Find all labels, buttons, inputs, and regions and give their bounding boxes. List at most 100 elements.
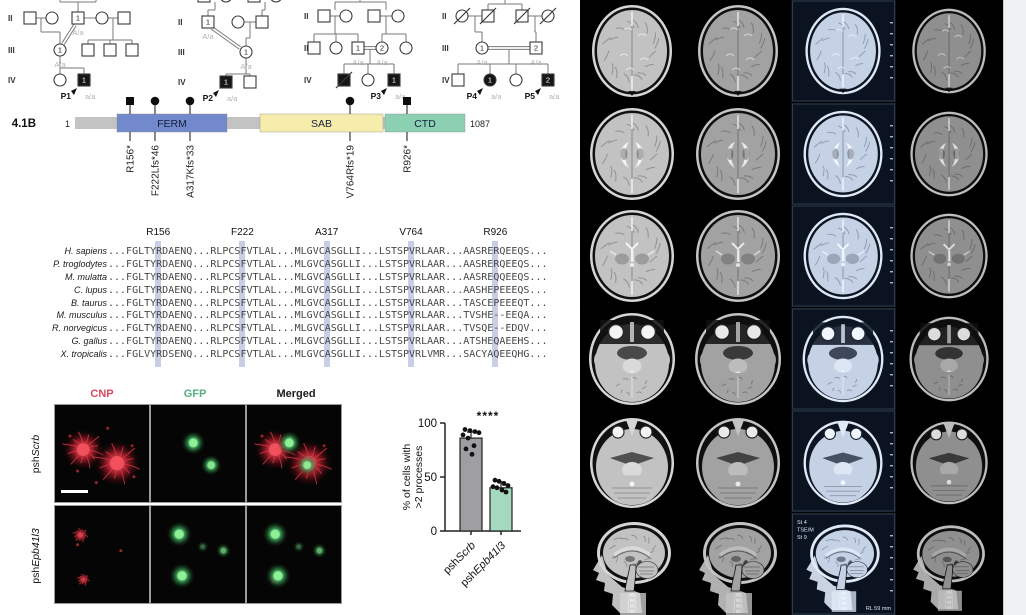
generation-label: IV [304,76,312,85]
gfp-soma [196,540,209,553]
alignment-row: C. lupus...FGLTYRDAENQ...RLPCSFVTLAL...M… [52,283,554,296]
pedigree-individual [247,0,261,3]
gfp-soma [169,563,195,589]
svg-text:1: 1 [82,76,86,85]
domain-SAB [259,113,384,133]
generation-label: IV [8,76,16,85]
pedigree-individual [361,73,375,87]
svg-text:A/a: A/a [476,58,488,67]
gfp-soma [296,454,318,476]
micrograph-pshScrb-CNP [54,404,150,503]
data-point [465,435,471,441]
mri-image-axial-basal-ganglia-patient-2 [685,205,791,312]
proband-arrow-icon [535,88,541,95]
mri-image-sagittal-midline-patient-1 [580,513,685,615]
pedigree-individual: 2 P5 a/a [525,73,560,101]
svg-text:a/a: a/a [85,92,96,101]
svg-text:A/a: A/a [376,58,388,67]
pedigree-individual [509,73,523,87]
pedigree-individual: 2 A/a [375,41,389,67]
domain-label: SAB [311,118,332,130]
generation-label: III [178,48,185,57]
svg-text:a/a: a/a [491,92,502,101]
residue-position-label: R156 [146,227,171,238]
pedigree-individual [103,43,117,57]
svg-text:1: 1 [392,76,396,85]
pedigree-individual: 1 A/a [201,15,215,41]
conserved-residue-stripe [492,241,499,367]
proband-arrow-icon [213,90,219,97]
pedigree-individual [513,7,531,25]
mri-image-axial-basal-ganglia-patient-4 [896,205,1002,312]
proband-arrow-icon [381,88,387,95]
channel-label-Merged: Merged [276,388,316,400]
svg-text:A/a: A/a [54,60,66,69]
generation-label: II [178,18,182,27]
pedigree-individual: 1 A/a [351,41,365,67]
bar-pshEpb41l3 [489,487,513,532]
pedigree-individual [231,15,245,29]
data-point [490,484,496,490]
sequence-alignment: R156 F222 A317 V764 R926 H. sapiens...FGLTYRD… [52,227,554,371]
film-annotation: TSE/M [797,528,814,534]
svg-text:A/a: A/a [72,28,84,37]
svg-text:1: 1 [480,44,484,53]
mri-image-axial-posterior-fossa-patient-2 [685,410,791,517]
mutation-label: F222Lfs*46 [151,145,162,197]
svg-text:a/a: a/a [549,92,560,101]
mutation-label: A317Kfs*33 [186,145,197,198]
alignment-row: B. taurus...FGLTYRDAENQ...RLPCSFVTLAL...… [52,296,554,309]
data-point [496,478,502,484]
pedigree-individual: 1 P2 a/a [203,75,238,103]
domain-CTD [384,113,466,133]
gfp-soma [200,454,222,476]
alignment-row: H. sapiens...FGLTYRDAENQ...RLPCSFVTLAL..… [52,244,554,257]
alignment-row: R. norvegicus...FGLTYRDAENQ...RLPCSFVTLA… [52,323,548,335]
pedigree-individual [317,9,331,23]
pedigree-individual [451,73,465,87]
data-point [463,446,469,452]
pedigree-individual: 1 A/a [53,43,67,69]
microscopy-panel: CNP GFP Merged pshScrb pshEpb41l3 [0,386,390,615]
pedigree-individual [335,71,353,89]
bar-chart: 0 50 100 pshScrb pshEpb41l3 ****% of cells wi… [390,390,580,615]
oligodendrocyte-red [72,527,89,543]
gfp-soma [311,543,327,559]
species-name: R. norvegicus [52,323,108,334]
domain-FERM [116,113,228,133]
data-point [476,430,482,436]
mutation-marker-circle [185,96,195,106]
data-point [467,428,473,433]
data-point [492,477,498,483]
channel-label-CNP: CNP [90,388,114,400]
generation-label: II [304,12,308,21]
y-tick-label: 50 [424,472,437,484]
generation-label: III [442,44,449,53]
pedigree-individual [339,9,353,23]
svg-text:2: 2 [546,76,550,85]
pedigree-individual [23,11,37,25]
mri-image-axial-vertex-patient-3-film [791,0,896,107]
gfp-soma [262,521,288,547]
film-annotation: St 4 [797,520,807,526]
proband-label: P5 [525,91,536,101]
gfp-soma [265,563,291,589]
significance-stars: **** [477,409,500,423]
pedigree-individual [197,0,211,3]
pedigree-individual [329,41,343,55]
mri-image-axial-posterior-fossa-patient-4 [896,410,1002,517]
generation-label: II [442,12,446,21]
pedigree-individual [453,7,471,25]
pedigree-individual [255,15,269,29]
gfp-soma [277,430,302,455]
protein-start: 1 [65,119,70,129]
micrograph-pshEpb41l3-GFP [150,505,246,604]
pedigree-individual [479,7,497,25]
y-tick-label: 0 [431,526,437,538]
pedigree-individual: 1 A/a [475,41,489,67]
pedigree-individual: 1 A/a [71,11,85,37]
pedigree-individual: 1 P4 a/a [467,73,502,101]
